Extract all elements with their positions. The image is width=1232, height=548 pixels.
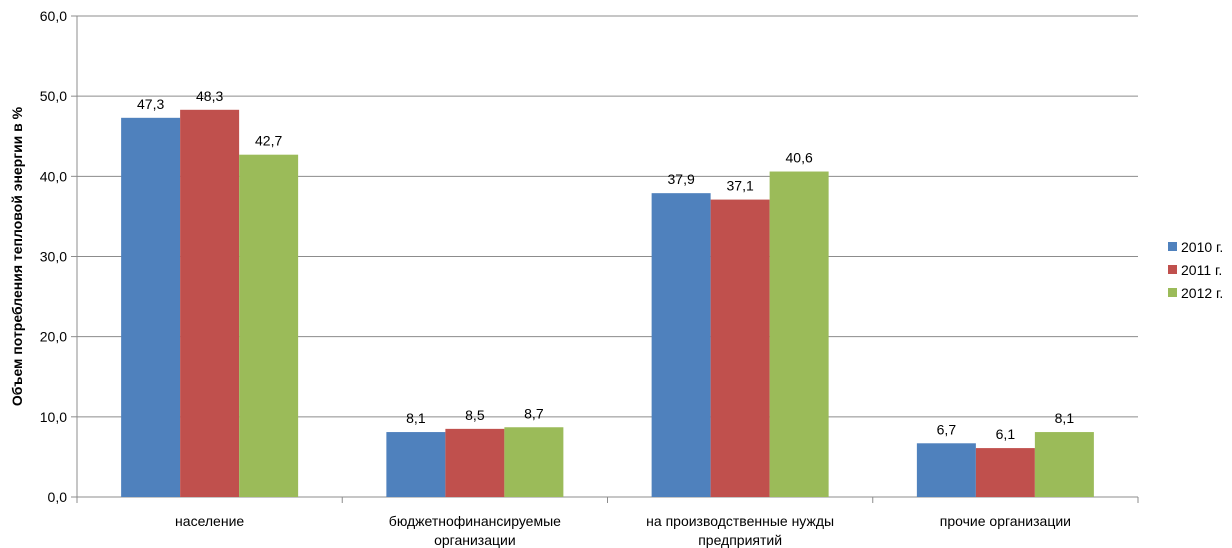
bar [445,428,505,497]
bar [916,443,976,497]
data-label: 8,1 [406,410,426,426]
bar [769,171,829,498]
bar [504,427,564,497]
x-category-label: бюджетнофинансируемые [389,513,561,529]
x-category-label: организации [434,532,516,548]
bar [121,117,181,497]
bar [386,432,446,497]
legend-swatch [1168,288,1177,297]
bar [239,154,299,497]
data-label: 47,3 [137,96,164,112]
y-tick-label: 30,0 [40,249,67,265]
legend-swatch [1168,265,1177,274]
data-label: 48,3 [196,88,223,104]
data-label: 42,7 [255,133,282,149]
y-tick-label: 0,0 [48,489,68,505]
y-tick-label: 10,0 [40,409,67,425]
x-category-label: на производственные нужды [646,513,834,529]
bar [710,199,770,497]
data-label: 6,7 [937,421,957,437]
y-tick-label: 40,0 [40,168,67,184]
bar [180,109,240,498]
data-label: 40,6 [786,150,813,166]
y-tick-label: 20,0 [40,329,67,345]
data-label: 6,1 [996,426,1016,442]
x-category-label: предприятий [698,532,782,548]
x-category-label: население [175,513,244,529]
data-label: 37,1 [727,178,754,194]
y-tick-label: 60,0 [40,8,67,24]
legend-label: 2012 г. [1181,285,1223,301]
data-label: 8,7 [524,405,544,421]
y-axis-title: Объем потребления тепловой энергии в % [9,106,25,406]
y-tick-label: 50,0 [40,88,67,104]
bar [975,448,1035,497]
legend-label: 2010 г. [1181,239,1223,255]
data-label: 8,1 [1055,410,1075,426]
legend-label: 2011 г. [1181,262,1222,278]
x-category-label: прочие организации [940,513,1071,529]
data-label: 37,9 [668,171,695,187]
bar [651,193,711,497]
data-label: 8,5 [465,407,485,423]
legend-swatch [1168,242,1177,251]
bar [1034,432,1094,497]
